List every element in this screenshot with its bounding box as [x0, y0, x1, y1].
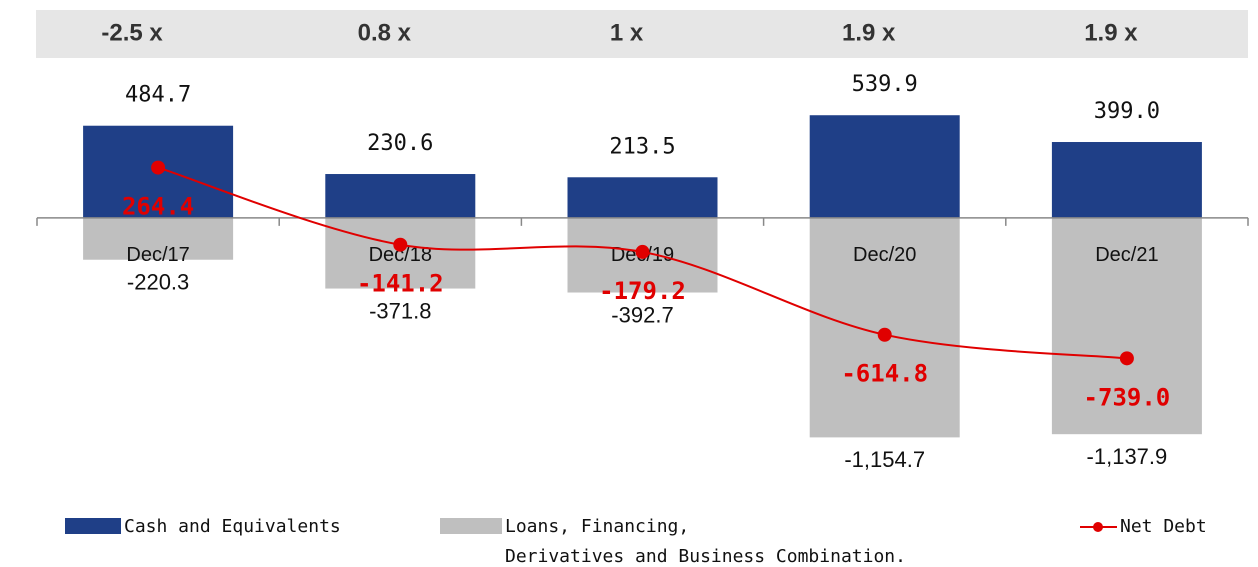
- data-label: 399.0: [1094, 99, 1160, 124]
- bar: [567, 177, 718, 218]
- multiple-label: 1.9 x: [842, 19, 896, 46]
- multiples-band: [36, 10, 1248, 58]
- legend-swatch: [1093, 522, 1103, 532]
- bar: [809, 217, 960, 438]
- data-label: 213.5: [609, 134, 675, 159]
- line-point: [151, 160, 166, 175]
- data-label: -141.2: [357, 270, 444, 298]
- legend-label: Net Debt: [1120, 516, 1207, 537]
- data-label: -1,154.7: [844, 447, 925, 472]
- data-label: 539.9: [852, 72, 918, 97]
- line-point: [393, 237, 408, 252]
- data-label: 484.7: [125, 83, 191, 108]
- bar: [1051, 142, 1202, 218]
- data-label: -614.8: [841, 360, 928, 388]
- x-tick-label: Dec/17: [126, 244, 189, 266]
- data-label: 264.4: [122, 193, 194, 221]
- multiple-label: 1 x: [610, 19, 644, 46]
- data-label: -1,137.9: [1087, 444, 1168, 469]
- data-label: -371.8: [369, 298, 431, 323]
- bar: [83, 217, 234, 260]
- legend-swatch: [65, 518, 121, 534]
- line-point: [877, 327, 892, 342]
- x-tick-label: Dec/18: [369, 244, 432, 266]
- x-tick-label: Dec/21: [1095, 244, 1158, 266]
- data-label: -739.0: [1084, 383, 1171, 411]
- bar: [325, 174, 476, 218]
- data-label: 230.6: [367, 131, 433, 156]
- bar: [1051, 217, 1202, 435]
- line-point: [1119, 351, 1134, 366]
- legend-swatch: [440, 518, 502, 534]
- multiple-label: 1.9 x: [1084, 19, 1138, 46]
- legend-label: Loans, Financing, Derivatives and Busine…: [505, 516, 906, 567]
- data-label: -179.2: [599, 277, 686, 305]
- data-label: -220.3: [127, 270, 189, 295]
- bar: [809, 115, 960, 218]
- multiple-label: -2.5 x: [101, 19, 163, 46]
- bar: [325, 217, 476, 289]
- data-label: -392.7: [611, 302, 673, 327]
- x-tick-label: Dec/20: [853, 244, 916, 266]
- multiple-label: 0.8 x: [358, 19, 412, 46]
- legend-label: Cash and Equivalents: [124, 516, 341, 537]
- line-point: [635, 244, 650, 259]
